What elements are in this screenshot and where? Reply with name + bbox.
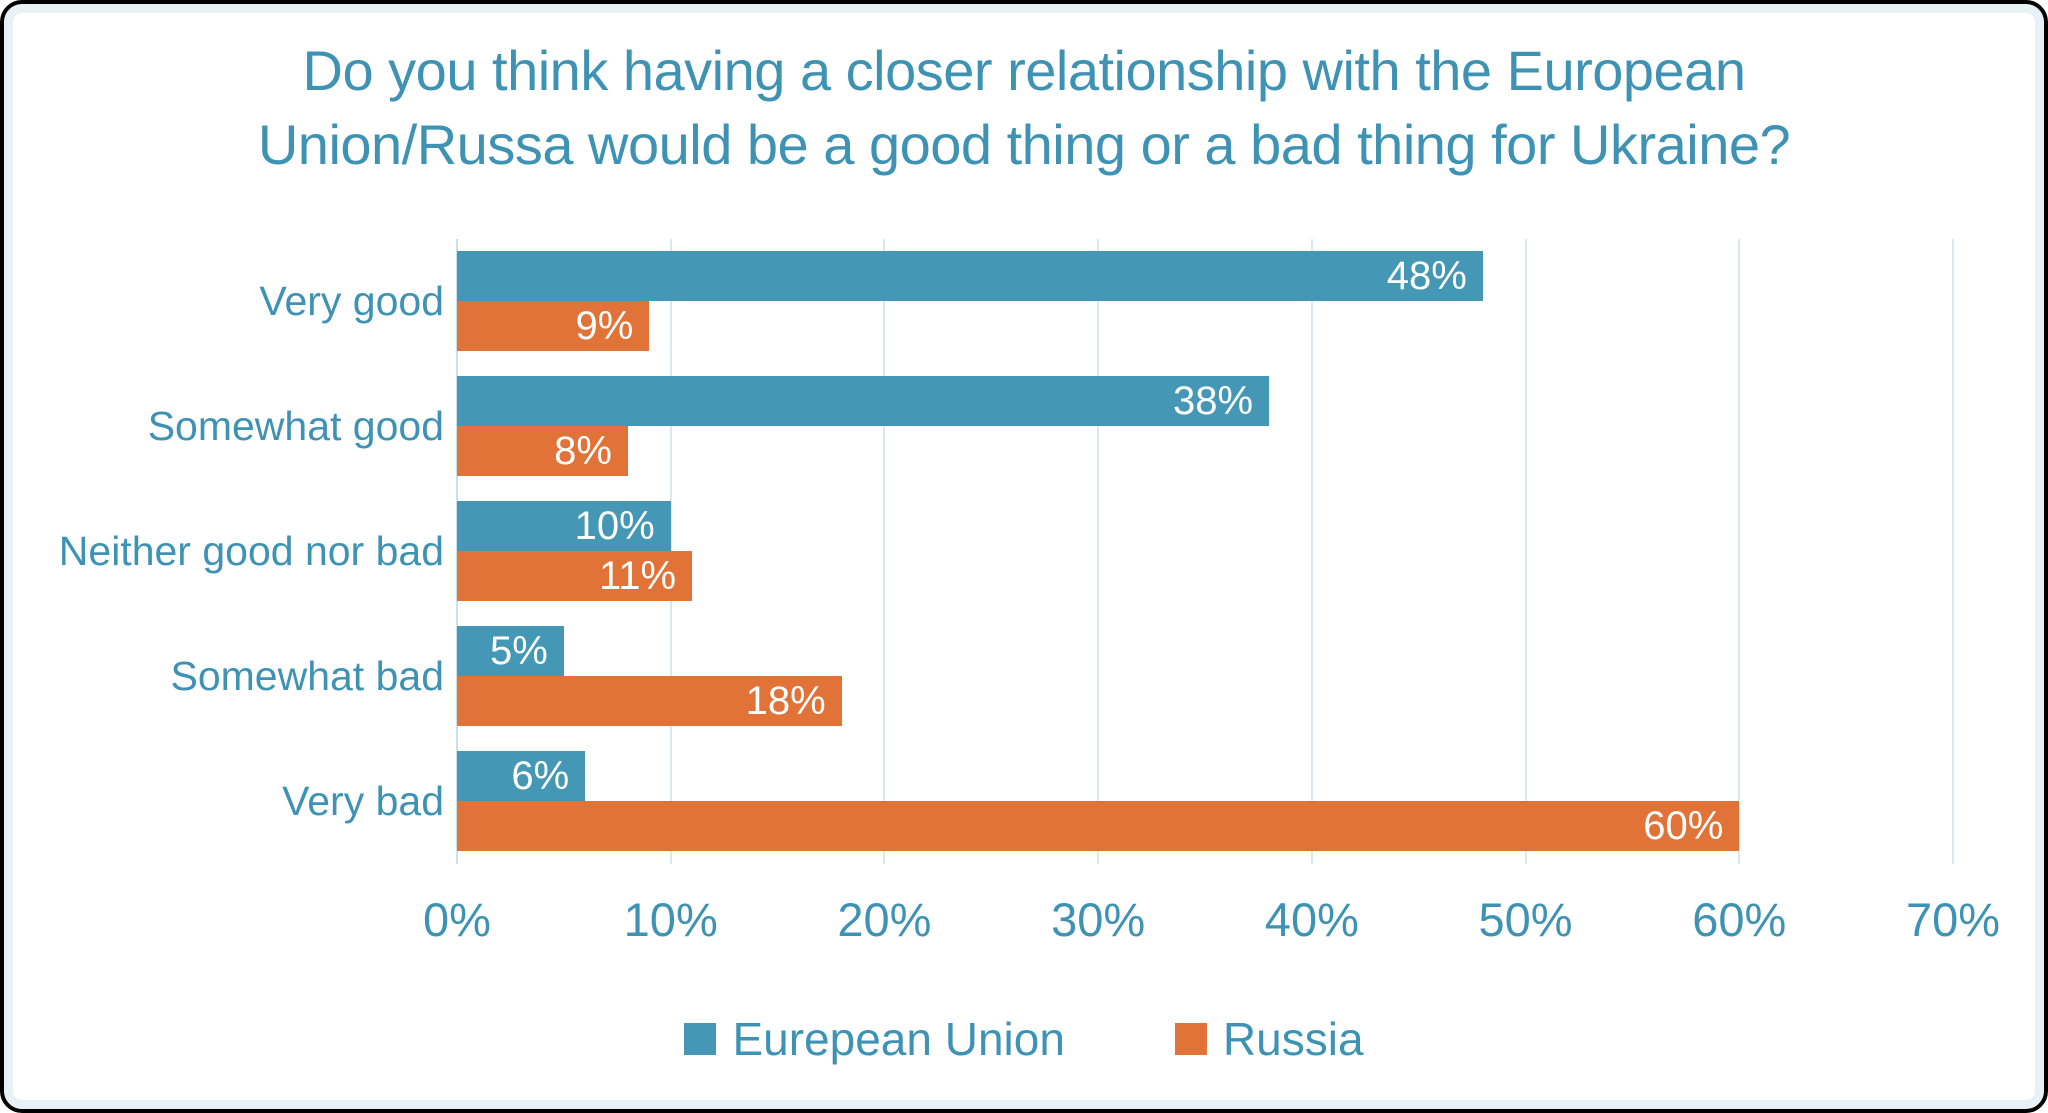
- bar-value-label: 48%: [1386, 254, 1467, 298]
- bar-eurepean-union-very-good: 48%: [457, 251, 1483, 301]
- bar-eurepean-union-neither-good-nor-bad: 10%: [457, 501, 671, 551]
- bar-group-very-bad: 6% 60%: [457, 739, 1953, 864]
- bar-russia-somewhat-bad: 18%: [457, 676, 842, 726]
- bar-value-label: 11%: [598, 554, 677, 598]
- bar-eurepean-union-somewhat-good: 38%: [457, 376, 1270, 426]
- x-tick-label-40%: 40%: [1264, 893, 1359, 946]
- bar-russia-very-good: 9%: [457, 301, 650, 351]
- legend-label-eurepean-union: Eurepean Union: [732, 1013, 1065, 1065]
- x-axis: 0% 10% 20% 30% 40% 50% 60% 70%: [423, 892, 2000, 952]
- x-tick-label-10%: 10%: [623, 893, 718, 946]
- bar-value-label: 5%: [490, 629, 548, 673]
- bar-value-label: 18%: [745, 679, 826, 723]
- x-tick-label-50%: 50%: [1478, 893, 1573, 946]
- bar-russia-very-bad: 60%: [457, 801, 1740, 851]
- bar-russia-somewhat-good: 8%: [457, 426, 628, 476]
- legend-item-eurepean-union: Eurepean Union: [684, 1012, 1065, 1066]
- chart-title: Do you think having a closer relationshi…: [4, 34, 2044, 182]
- gridline-40%: [1310, 239, 1313, 864]
- bar-value-label: 9%: [575, 304, 634, 348]
- category-label-neither-good-nor-bad: Neither good nor bad: [58, 528, 444, 574]
- x-tick-label-70%: 70%: [1905, 893, 2001, 946]
- category-label-somewhat-bad: Somewhat bad: [170, 653, 444, 699]
- category-axis: Very good Somewhat good Neither good nor b…: [24, 239, 444, 864]
- bar-group-somewhat-good: 38% 8%: [457, 364, 1953, 489]
- plot-area: 48% 9% 38% 8% 10% 11% 5% 18% 6% 60%: [456, 239, 1954, 864]
- bar-group-somewhat-bad: 5% 18%: [457, 614, 1953, 739]
- x-tick-label-60%: 60%: [1692, 893, 1787, 946]
- legend-swatch-eurepean-union: [684, 1023, 717, 1055]
- gridline-50%: [1524, 239, 1527, 864]
- bar-eurepean-union-somewhat-bad: 5%: [457, 626, 564, 676]
- gridline-70%: [1952, 239, 1954, 864]
- chart-title-line-2: Union/Russa would be a good thing or a b…: [257, 112, 1791, 176]
- bar-value-label: 6%: [511, 754, 570, 798]
- chart-title-line-1: Do you think having a closer relationshi…: [302, 39, 1746, 102]
- bar-value-label: 8%: [554, 429, 612, 473]
- bar-russia-neither-good-nor-bad: 11%: [457, 551, 693, 601]
- x-tick-label-30%: 30%: [1051, 893, 1146, 946]
- x-tick-label-0%: 0%: [423, 893, 491, 946]
- legend-item-russia: Russia: [1174, 1012, 1364, 1066]
- bar-value-label: 60%: [1643, 804, 1724, 848]
- gridline-20%: [883, 239, 886, 864]
- category-label-very-good: Very good: [259, 278, 444, 324]
- bar-value-label: 38%: [1173, 379, 1254, 423]
- category-label-very-bad: Very bad: [282, 778, 444, 824]
- bar-eurepean-union-very-bad: 6%: [457, 751, 586, 801]
- bar-group-neither-good-nor-bad: 10% 11%: [457, 489, 1953, 614]
- bar-value-label: 10%: [574, 504, 655, 548]
- legend: Eurepean Union Russia: [4, 1012, 2044, 1066]
- x-tick-label-20%: 20%: [837, 893, 932, 946]
- gridline-30%: [1097, 239, 1100, 864]
- plot-wrap: Very good Somewhat good Neither good nor b…: [4, 239, 2044, 864]
- legend-label-russia: Russia: [1222, 1013, 1364, 1065]
- legend-swatch-russia: [1174, 1023, 1207, 1055]
- bar-group-very-good: 48% 9%: [457, 239, 1953, 364]
- category-label-somewhat-good: Somewhat good: [147, 403, 444, 449]
- gridline-60%: [1738, 239, 1741, 864]
